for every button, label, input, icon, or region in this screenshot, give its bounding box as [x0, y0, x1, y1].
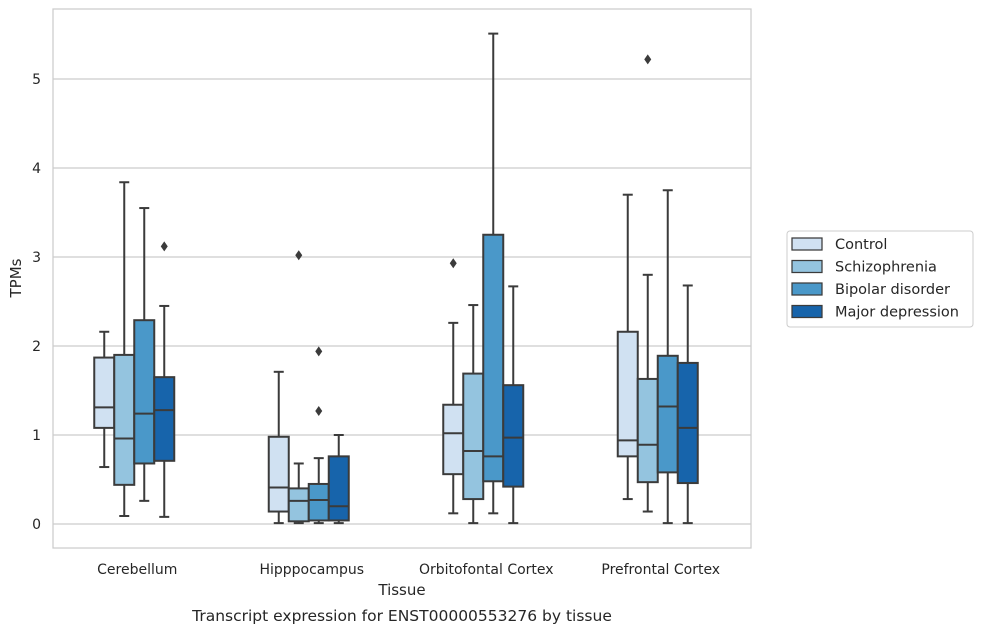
y-tick-label: 4 [32, 161, 41, 177]
box-iqr [676, 361, 699, 485]
box-iqr [636, 377, 659, 484]
chart-caption: Transcript expression for ENST0000055327… [191, 607, 612, 625]
box-iqr [502, 384, 525, 488]
box-2-0 [442, 258, 465, 515]
legend-label: Bipolar disorder [835, 282, 950, 298]
box-0-3 [153, 241, 176, 518]
legend-label: Schizophrenia [835, 260, 937, 276]
y-tick-label: 1 [32, 428, 41, 444]
x-tick-label: Cerebellum [97, 562, 177, 578]
legend-label: Major depression [835, 305, 959, 321]
outlier-point [160, 241, 168, 252]
box-iqr [616, 330, 639, 458]
box-2-2 [482, 32, 505, 515]
box-iqr [442, 403, 465, 476]
x-axis-title: Tissue [377, 581, 425, 599]
box-iqr [656, 354, 679, 474]
legend-label: Control [835, 237, 887, 253]
outlier-point [315, 346, 323, 357]
outlier-point [449, 258, 457, 269]
box-iqr [462, 372, 485, 501]
box-iqr [482, 233, 505, 483]
box-iqr [93, 356, 116, 429]
x-tick-label: Hipppocampus [259, 562, 364, 578]
box-2-3 [502, 285, 525, 525]
legend-swatch [791, 304, 823, 319]
y-tick-label: 2 [32, 339, 41, 355]
box-0-0 [93, 330, 116, 469]
legend-swatch [791, 259, 823, 274]
y-tick-label: 3 [32, 250, 41, 266]
box-groups [93, 32, 699, 525]
box-iqr [153, 376, 176, 462]
outlier-point [315, 405, 323, 416]
box-1-0 [267, 370, 290, 525]
x-tick-label: Prefrontal Cortex [601, 562, 720, 578]
box-iqr [327, 455, 350, 522]
legend: Control Schizophrenia Bipolar disorder Majo… [786, 230, 974, 328]
box-3-3 [676, 284, 699, 525]
y-tick-label: 5 [32, 72, 41, 88]
box-iqr [287, 487, 310, 523]
y-tick-labels: 0 1 2 3 4 5 [32, 72, 41, 533]
box-iqr [307, 482, 330, 522]
x-tick-label: Orbitofontal Cortex [419, 562, 554, 578]
box-2-1 [462, 304, 485, 525]
box-iqr [267, 435, 290, 513]
plot-frame [52, 8, 752, 549]
y-axis-title: TPMs [7, 258, 25, 298]
y-tick-label: 0 [32, 517, 41, 533]
box-iqr [113, 353, 136, 486]
box-1-3 [327, 434, 350, 525]
outlier-point [644, 54, 652, 65]
box-3-2 [656, 189, 679, 525]
legend-frame [786, 230, 974, 328]
legend-swatch [791, 282, 823, 296]
x-tick-labels: Cerebellum Hipppocampus Orbitofontal Corte… [97, 562, 720, 578]
legend-swatch [791, 237, 823, 251]
outlier-point [295, 250, 303, 261]
box-iqr [133, 319, 156, 465]
box-0-1 [113, 181, 136, 517]
